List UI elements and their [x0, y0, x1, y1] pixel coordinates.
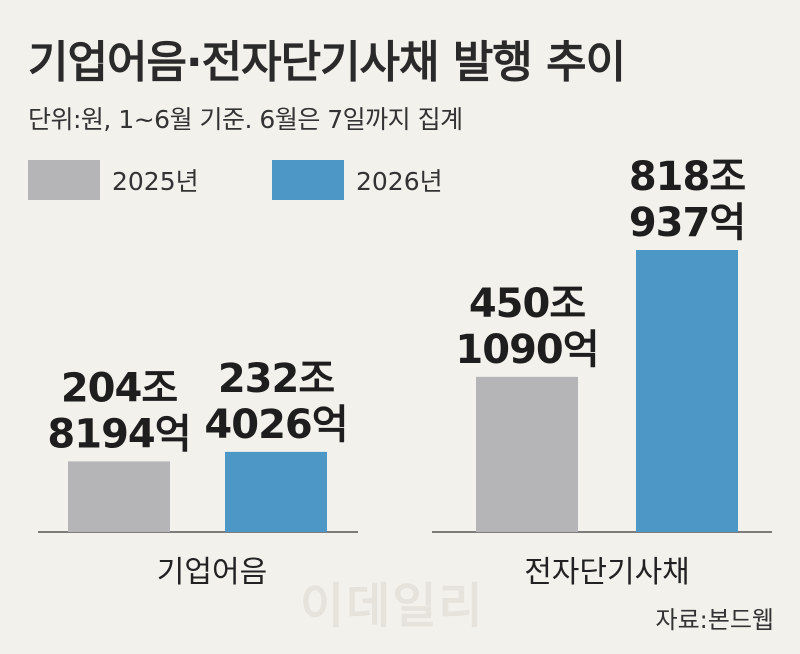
legend-label-2025: 2025년	[112, 167, 199, 196]
data-label: 204조	[61, 365, 177, 411]
legend-label-2026: 2026년	[356, 167, 443, 196]
legend-swatch-2026	[272, 160, 344, 200]
data-label: 232조	[218, 356, 334, 402]
chart-title: 기업어음·전자단기사채 발행 추이	[28, 37, 626, 88]
category-label: 전자단기사채	[524, 555, 690, 590]
category-label: 기업어음	[157, 555, 267, 590]
bar	[636, 250, 738, 532]
watermark: 이데일리	[300, 578, 485, 634]
data-label: 8194억	[47, 411, 190, 457]
legend-item-2025: 2025년	[28, 160, 199, 200]
legend-item-2026: 2026년	[272, 160, 443, 200]
data-label: 937억	[629, 200, 745, 246]
data-label: 818조	[629, 154, 745, 200]
chart-subtitle: 단위:원, 1~6월 기준. 6월은 7일까지 집계	[28, 105, 463, 134]
legend-swatch-2025	[28, 160, 100, 200]
data-label: 450조	[469, 281, 585, 327]
data-label: 4026억	[204, 402, 347, 448]
bar	[68, 461, 170, 532]
source-note: 자료:본드웹	[655, 606, 775, 634]
bar	[476, 376, 578, 532]
bar	[225, 451, 327, 532]
data-label: 1090억	[455, 327, 598, 373]
